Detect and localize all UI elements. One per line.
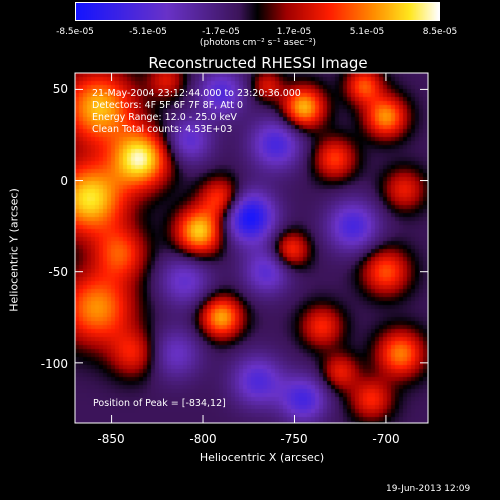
x-tick-label: -850 bbox=[97, 432, 125, 446]
y-axis-label: Heliocentric Y (arcsec) bbox=[7, 188, 21, 312]
time-range-label: 21-May-2004 23:12:44.000 to 23:20:36.000 bbox=[92, 88, 301, 99]
colorbar bbox=[75, 2, 440, 21]
energy-range-label: Energy Range: 12.0 - 25.0 keV bbox=[92, 112, 237, 123]
colorbar-tick: 5.1e-05 bbox=[349, 27, 385, 37]
algorithm-counts-label: Clean Total counts: 4.53E+03 bbox=[92, 124, 233, 135]
colorbar-tick: -5.1e-05 bbox=[129, 27, 167, 37]
detectors-label: Detectors: 4F 5F 6F 7F 8F, Att 0 bbox=[92, 100, 244, 111]
plot-border bbox=[74, 72, 429, 424]
peak-position-label: Position of Peak = [-834,12] bbox=[93, 398, 226, 409]
colorbar-tick: -1.7e-05 bbox=[202, 27, 240, 37]
y-tick-label: -50 bbox=[48, 265, 68, 279]
colorbar-units: (photons cm⁻² s⁻¹ asec⁻²) bbox=[199, 38, 317, 48]
timestamp: 19-Jun-2013 12:09 bbox=[386, 484, 471, 494]
plot-area bbox=[74, 72, 429, 424]
x-axis-label: Heliocentric X (arcsec) bbox=[199, 451, 325, 464]
colorbar-tick: -8.5e-05 bbox=[56, 27, 94, 37]
colorbar-tick: 8.5e-05 bbox=[422, 27, 458, 37]
heatmap-image bbox=[75, 73, 428, 423]
y-tick-label: -100 bbox=[40, 357, 68, 371]
plot-axes bbox=[74, 72, 429, 424]
y-tick-label: 0 bbox=[60, 174, 68, 188]
x-tick-label: -700 bbox=[372, 432, 400, 446]
chart-title: Reconstructed RHESSI Image bbox=[148, 54, 368, 72]
colorbar-tick: 1.7e-05 bbox=[276, 27, 312, 37]
x-tick-label: -800 bbox=[189, 432, 217, 446]
x-tick-label: -750 bbox=[280, 432, 308, 446]
y-tick-label: 50 bbox=[52, 82, 68, 96]
